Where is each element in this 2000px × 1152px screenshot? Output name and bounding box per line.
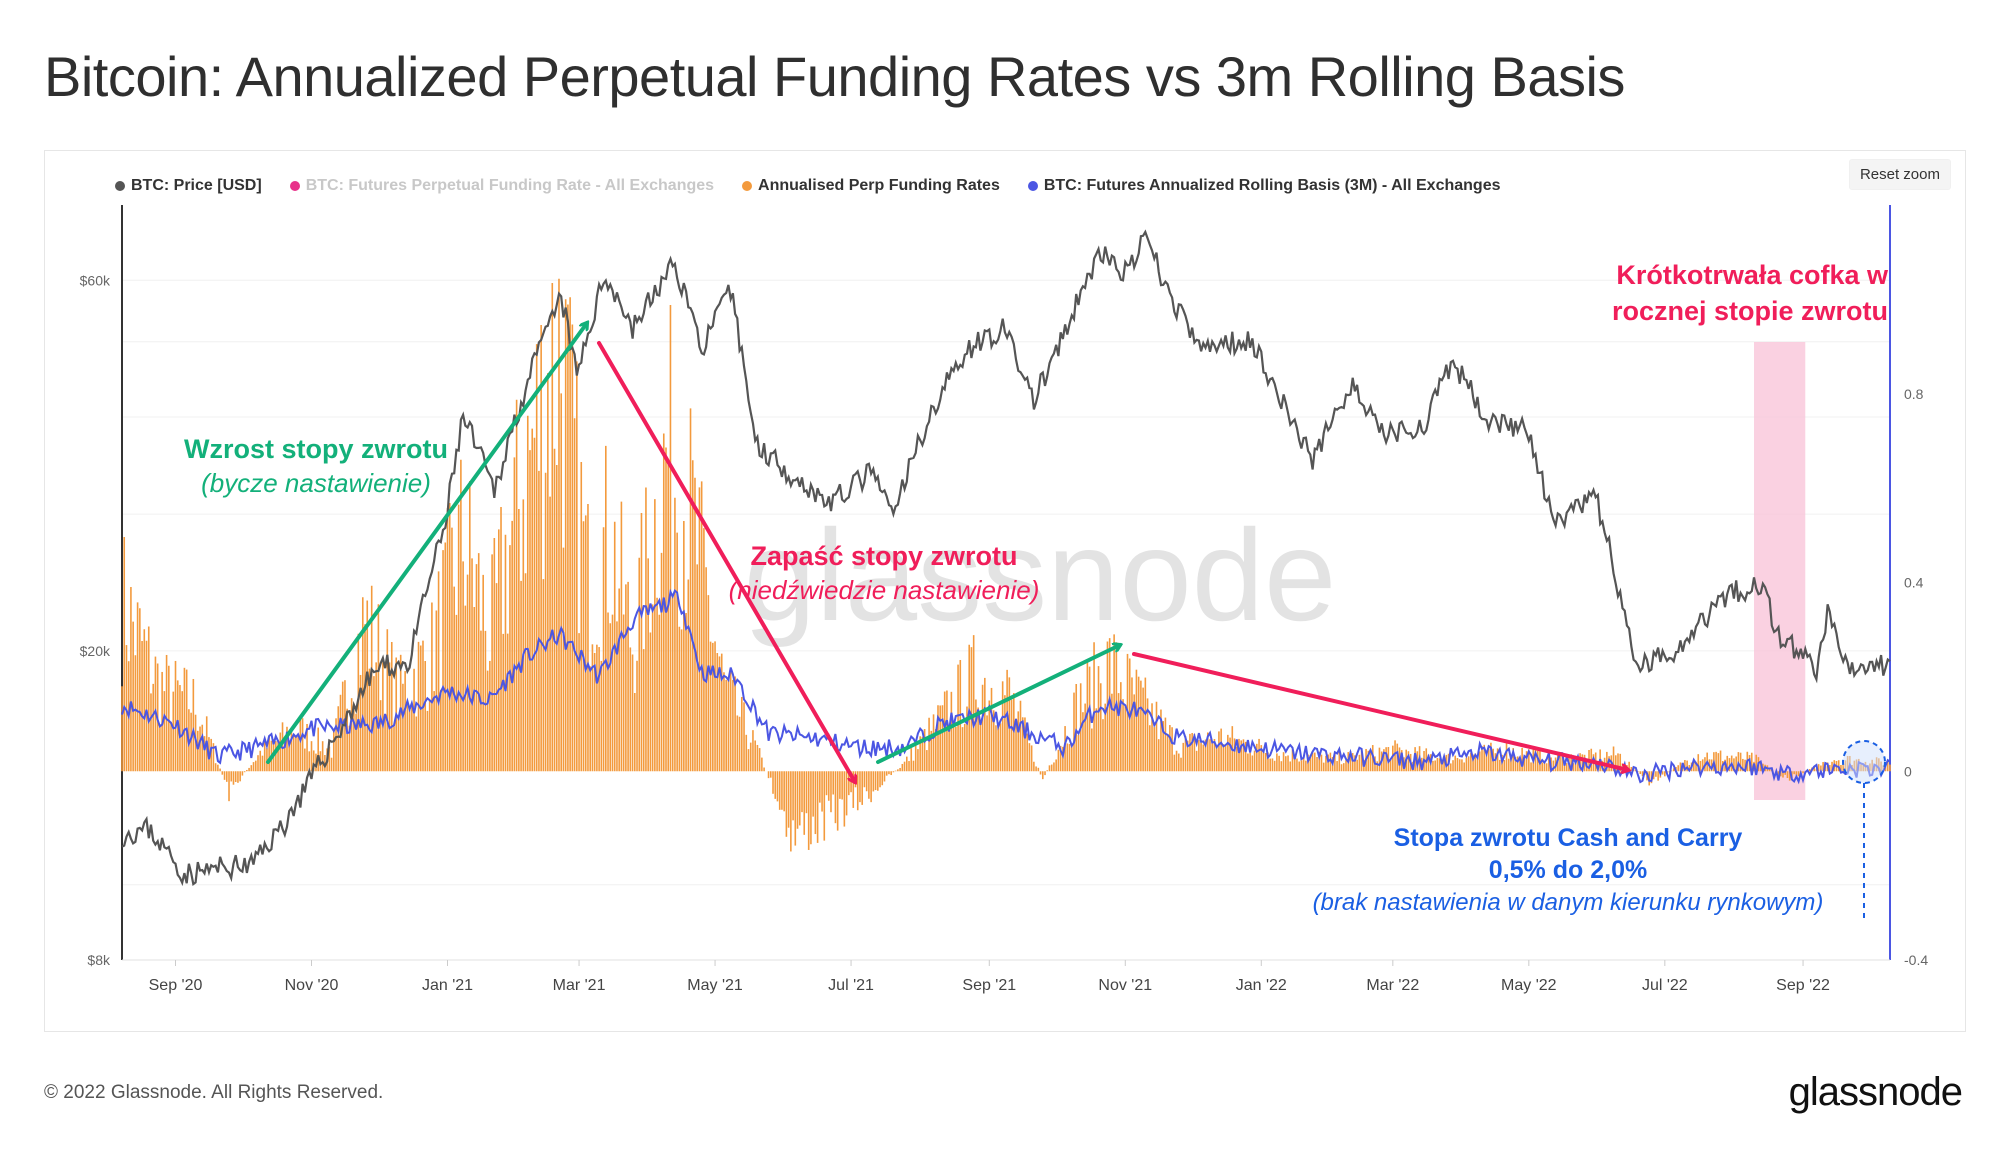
highlight-band xyxy=(1754,342,1806,800)
cash-annotation-sub: (brak nastawienia w danym kierunku rynko… xyxy=(1313,889,1824,916)
bull-arrow xyxy=(266,323,587,764)
legend-dot-funding xyxy=(289,181,300,191)
brand-logo: glassnode xyxy=(1788,1070,1963,1114)
y-left-tick-label: $60k xyxy=(80,272,111,288)
legend-item-annualised[interactable]: Annualised Perp Funding Rates xyxy=(742,177,1000,195)
x-tick-label: Jul '21 xyxy=(828,977,874,994)
cash-annotation-line1: Stopa zwrotu Cash and Carry xyxy=(1394,824,1743,852)
y-right-tick-label: 0.8 xyxy=(1904,386,1924,402)
recovery-arrow xyxy=(876,645,1120,764)
bear-annotation-title: Zapaść stopy zwrotu xyxy=(750,541,1017,571)
page-title: Bitcoin: Annualized Perpetual Funding Ra… xyxy=(44,45,1625,108)
x-tick-label: Jan '22 xyxy=(1236,977,1287,994)
x-tick-label: May '22 xyxy=(1501,977,1557,994)
x-tick-label: Jul '22 xyxy=(1642,977,1688,994)
current-marker-circle xyxy=(1842,740,1886,784)
y-left-tick-label: $20k xyxy=(80,643,111,659)
reset-zoom-button[interactable]: Reset zoom xyxy=(1848,159,1951,190)
decline-arrow xyxy=(1132,652,1628,770)
bull-annotation-sub: (bycze nastawienie) xyxy=(201,468,431,498)
legend-label-price: BTC: Price [USD] xyxy=(131,177,262,194)
blip-annotation-line1: Krótkotrwała cofka w xyxy=(1616,260,1889,290)
legend-item-basis[interactable]: BTC: Futures Annualized Rolling Basis (3… xyxy=(1027,177,1501,195)
x-tick-label: Jan '21 xyxy=(422,977,473,994)
x-tick-label: Mar '21 xyxy=(553,977,606,994)
price-line xyxy=(121,229,1891,887)
y-right-tick-label: 0 xyxy=(1904,763,1912,779)
legend-item-funding[interactable]: BTC: Futures Perpetual Funding Rate - Al… xyxy=(289,177,715,195)
y-right-tick-label: 0.4 xyxy=(1904,575,1924,591)
legend-dot-price xyxy=(115,181,125,191)
legend-label-annualised: Annualised Perp Funding Rates xyxy=(758,177,1000,194)
legend-label-basis: BTC: Futures Annualized Rolling Basis (3… xyxy=(1043,177,1501,194)
legend-label-funding: BTC: Futures Perpetual Funding Rate - Al… xyxy=(305,177,715,194)
copyright-footer: © 2022 Glassnode. All Rights Reserved. xyxy=(44,1082,384,1103)
y-left-tick-label: $8k xyxy=(87,952,111,968)
y-right-tick-label: -0.4 xyxy=(1904,952,1928,968)
watermark: glassnode xyxy=(744,502,1337,648)
x-tick-label: May '21 xyxy=(687,977,743,994)
chart-legend: BTC: Price [USD] BTC: Futures Perpetual … xyxy=(115,177,1500,195)
blip-annotation-line2: rocznej stopie zwrotu xyxy=(1612,296,1888,326)
cash-annotation-line2: 0,5% do 2,0% xyxy=(1489,856,1647,884)
x-tick-label: Nov '20 xyxy=(285,977,339,994)
legend-dot-annualised xyxy=(742,181,753,191)
bear-annotation-sub: (niedźwiedzie nastawienie) xyxy=(729,575,1040,605)
legend-item-price[interactable]: BTC: Price [USD] xyxy=(115,177,262,195)
bull-annotation-title: Wzrost stopy zwrotu xyxy=(184,434,448,464)
bear-arrow xyxy=(597,341,855,782)
x-tick-label: Sep '22 xyxy=(1776,977,1830,994)
x-tick-label: Sep '21 xyxy=(962,977,1016,994)
x-tick-label: Sep '20 xyxy=(149,977,203,994)
x-tick-label: Mar '22 xyxy=(1366,977,1419,994)
legend-dot-basis xyxy=(1027,181,1038,191)
x-tick-label: Nov '21 xyxy=(1098,977,1152,994)
